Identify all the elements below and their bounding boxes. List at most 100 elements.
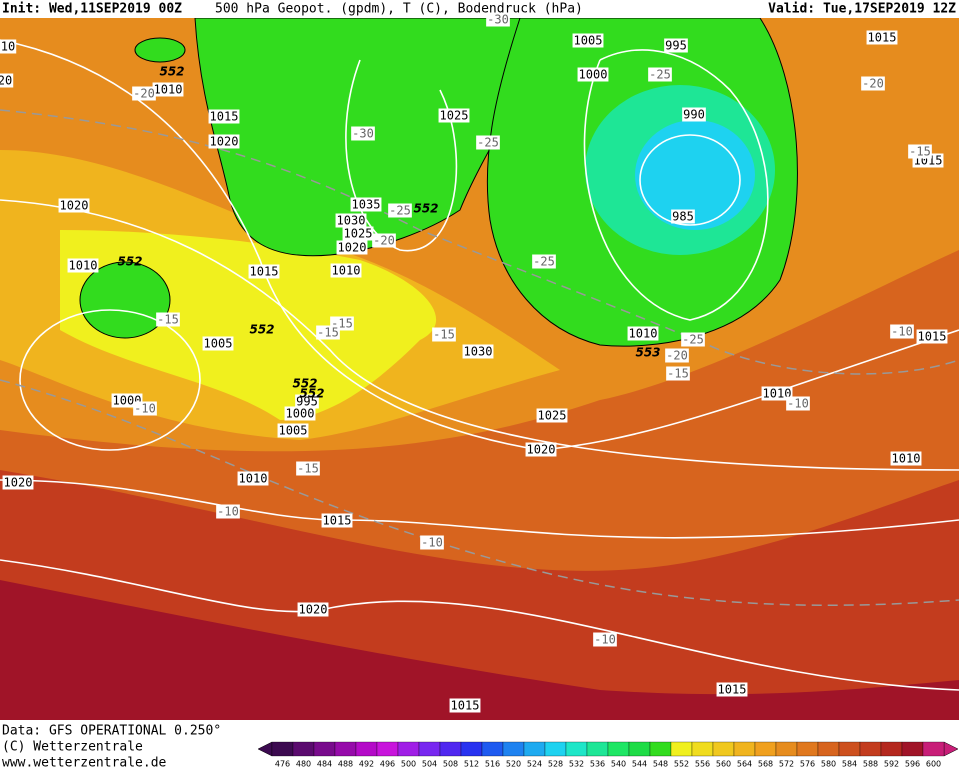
isobar-label-box — [295, 394, 319, 409]
isobar-label-group: 995 — [664, 38, 688, 53]
isobar-label-group: 1030 — [462, 344, 494, 359]
temperature-label-box — [133, 401, 157, 416]
isobar-label-box — [277, 423, 309, 438]
temperature-label: -10 — [891, 325, 913, 339]
isobar-label: 995 — [296, 395, 318, 409]
temperature-label-group: -25 — [476, 135, 500, 150]
temperature-label-box — [593, 632, 617, 647]
isobar-label-group: 1005 — [277, 423, 309, 438]
isobar-label-box — [284, 406, 316, 421]
legend-level-label: 532 — [569, 760, 584, 769]
legend-swatch — [691, 741, 714, 757]
isobar-label-box — [761, 386, 793, 401]
legend-level-label: 496 — [380, 760, 395, 769]
temperature-label-box — [532, 254, 556, 269]
temperature-label: -20 — [373, 234, 395, 248]
title-text: 500 hPa Geopot. (gpdm), T (C), Bodendruc… — [215, 2, 583, 17]
isobar-label: 1010 — [239, 472, 268, 486]
legend-swatch — [565, 741, 588, 757]
temperature-label-group: -20 — [372, 233, 396, 248]
isobar-label-group: 1025 — [536, 408, 568, 423]
isobar-label-box — [716, 682, 748, 697]
legend-level-label: 492 — [359, 760, 374, 769]
isobar-label: 1020 — [60, 199, 89, 213]
temperature-label-group: -15 — [156, 312, 180, 327]
isobar-label-box — [297, 602, 329, 617]
temperature-label-group: -15 — [666, 366, 690, 381]
isobar-label-box — [342, 226, 374, 241]
isobar-label: 1015 — [718, 683, 747, 697]
temperature-label-box — [388, 203, 412, 218]
temperature-label-group: -25 — [681, 332, 705, 347]
legend-level-label: 552 — [674, 760, 689, 769]
temperature-label: -15 — [157, 313, 179, 327]
legend-level-label: 476 — [275, 760, 290, 769]
legend-swatch — [754, 741, 777, 757]
isobar-line — [583, 49, 769, 321]
temperature-label-box — [372, 233, 396, 248]
isobar-label-group: 1015 — [449, 698, 481, 713]
init-text: Init: Wed,11SEP2019 00Z — [2, 2, 182, 17]
legend-level-label: 480 — [296, 760, 311, 769]
temperature-label-group: -20 — [665, 348, 689, 363]
temperature-label-group: -10 — [133, 401, 157, 416]
isobar-label-box — [572, 33, 604, 48]
temperature-label-box — [432, 327, 456, 342]
height-label-group: 552 — [292, 377, 317, 391]
isobar-label-box — [890, 451, 922, 466]
temperature-label-box — [156, 312, 180, 327]
isobar-line — [0, 199, 959, 471]
temperature-label: -25 — [533, 255, 555, 269]
temperature-label-group: -15 — [296, 461, 320, 476]
legend-swatch — [313, 741, 336, 757]
isobar-label-group: 1020 — [336, 240, 368, 255]
height-label-group: 552 — [117, 255, 142, 269]
isobar-label-group: 20 — [0, 73, 14, 88]
isobar-label-box — [682, 107, 706, 122]
legend-level-label: 508 — [443, 760, 458, 769]
isobar-label-box — [350, 197, 382, 212]
isobar-label-box — [916, 329, 948, 344]
legend-level-label: 544 — [632, 760, 647, 769]
header-bar — [0, 0, 959, 18]
temperature-label-box — [681, 332, 705, 347]
isobar-label: 1020 — [210, 135, 239, 149]
isobar-label-group: 1025 — [438, 108, 470, 123]
temperature-label: -10 — [134, 402, 156, 416]
isobar-label: 1025 — [538, 409, 567, 423]
isobar-label-group: 1010 — [67, 258, 99, 273]
legend-level-label: 528 — [548, 760, 563, 769]
isobar-label-box — [866, 30, 898, 45]
legend-level-label: 484 — [317, 760, 332, 769]
height-label: 552 — [299, 387, 324, 401]
isobar-label-box — [671, 209, 695, 224]
temperature-label-box — [476, 135, 500, 150]
temperature-label-group: -15 — [316, 325, 340, 340]
isobar-line — [0, 39, 959, 451]
legend-swatch — [334, 741, 357, 757]
temperature-label-group: -25 — [532, 254, 556, 269]
isobar-line — [345, 59, 458, 252]
height-label: 553 — [635, 346, 660, 360]
temperature-label: -10 — [787, 397, 809, 411]
temperature-label: -25 — [649, 68, 671, 82]
height-label: 552 — [159, 65, 184, 79]
isobar-label-box — [2, 475, 34, 490]
legend-level-label: 512 — [464, 760, 479, 769]
isotherm-line — [0, 379, 959, 606]
field-green-low — [79, 261, 171, 339]
isobar-label: 1025 — [440, 109, 469, 123]
temperature-label: -15 — [667, 367, 689, 381]
legend-level-label: 592 — [884, 760, 899, 769]
isobar-label: 1000 — [579, 68, 608, 82]
isobar-label: 1035 — [352, 198, 381, 212]
isobar-label: 1005 — [574, 34, 603, 48]
temperature-label: -15 — [433, 328, 455, 342]
legend-swatch — [376, 741, 399, 757]
isobar-label: 995 — [665, 39, 687, 53]
isobar-label-box — [627, 326, 659, 341]
legend-swatch — [859, 741, 882, 757]
temperature-label-group: -10 — [786, 396, 810, 411]
